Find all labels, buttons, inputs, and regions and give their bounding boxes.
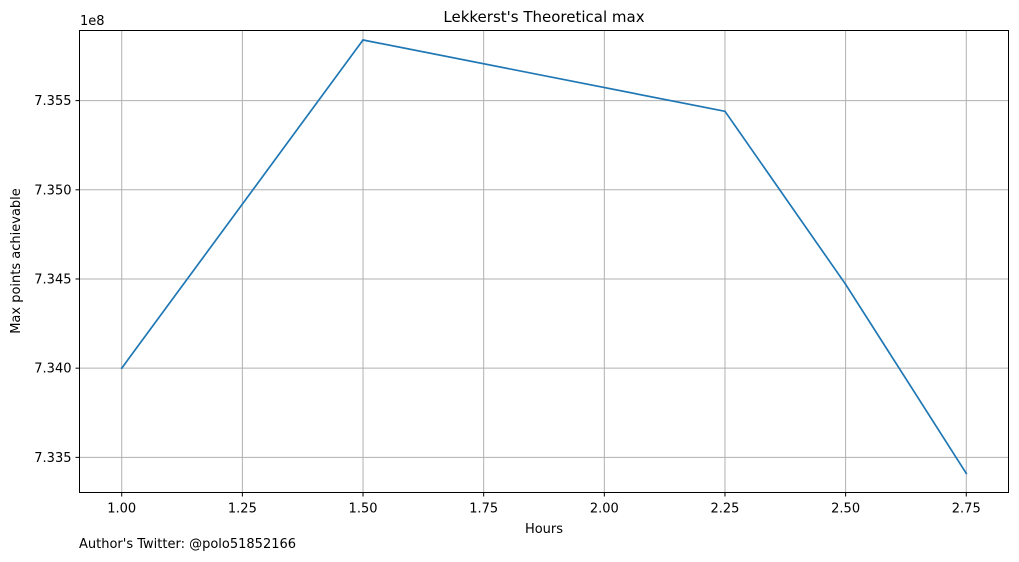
x-axis-label: Hours bbox=[525, 522, 563, 537]
x-tick-label: 2.50 bbox=[831, 502, 860, 517]
x-tick-label: 1.75 bbox=[469, 502, 498, 517]
y-axis-ticks: 7.335 7.340 7.345 7.350 7.355 bbox=[34, 94, 80, 466]
y-tick-label: 7.340 bbox=[34, 362, 71, 377]
y-axis-label: Max points achievable bbox=[9, 188, 24, 334]
y-tick-label: 7.355 bbox=[34, 94, 71, 109]
series-line bbox=[120, 39, 968, 475]
x-tick-label: 2.00 bbox=[590, 502, 619, 517]
x-axis-ticks: 1.00 1.25 1.50 1.75 2.00 2.25 2.50 2.75 bbox=[107, 492, 981, 517]
author-twitter-note: Author's Twitter: @polo51852166 bbox=[79, 537, 297, 552]
y-tick-label: 7.350 bbox=[34, 183, 71, 198]
x-tick-label: 1.00 bbox=[107, 502, 136, 517]
chart-title: Lekkerst's Theoretical max bbox=[443, 8, 644, 26]
data-point bbox=[724, 110, 726, 113]
data-point bbox=[965, 472, 968, 475]
series-layer bbox=[120, 39, 968, 475]
data-point bbox=[844, 283, 847, 286]
data-point bbox=[120, 367, 123, 370]
x-tick-label: 2.75 bbox=[952, 502, 981, 517]
grid bbox=[79, 30, 1009, 493]
y-offset-label: 1e8 bbox=[80, 14, 105, 29]
plot-frame bbox=[79, 30, 1009, 493]
x-tick-label: 1.50 bbox=[349, 502, 378, 517]
data-point bbox=[362, 39, 364, 41]
y-tick-label: 7.335 bbox=[34, 451, 71, 466]
x-tick-label: 2.25 bbox=[710, 502, 739, 517]
x-tick-label: 1.25 bbox=[228, 502, 257, 517]
y-tick-label: 7.345 bbox=[34, 272, 71, 287]
